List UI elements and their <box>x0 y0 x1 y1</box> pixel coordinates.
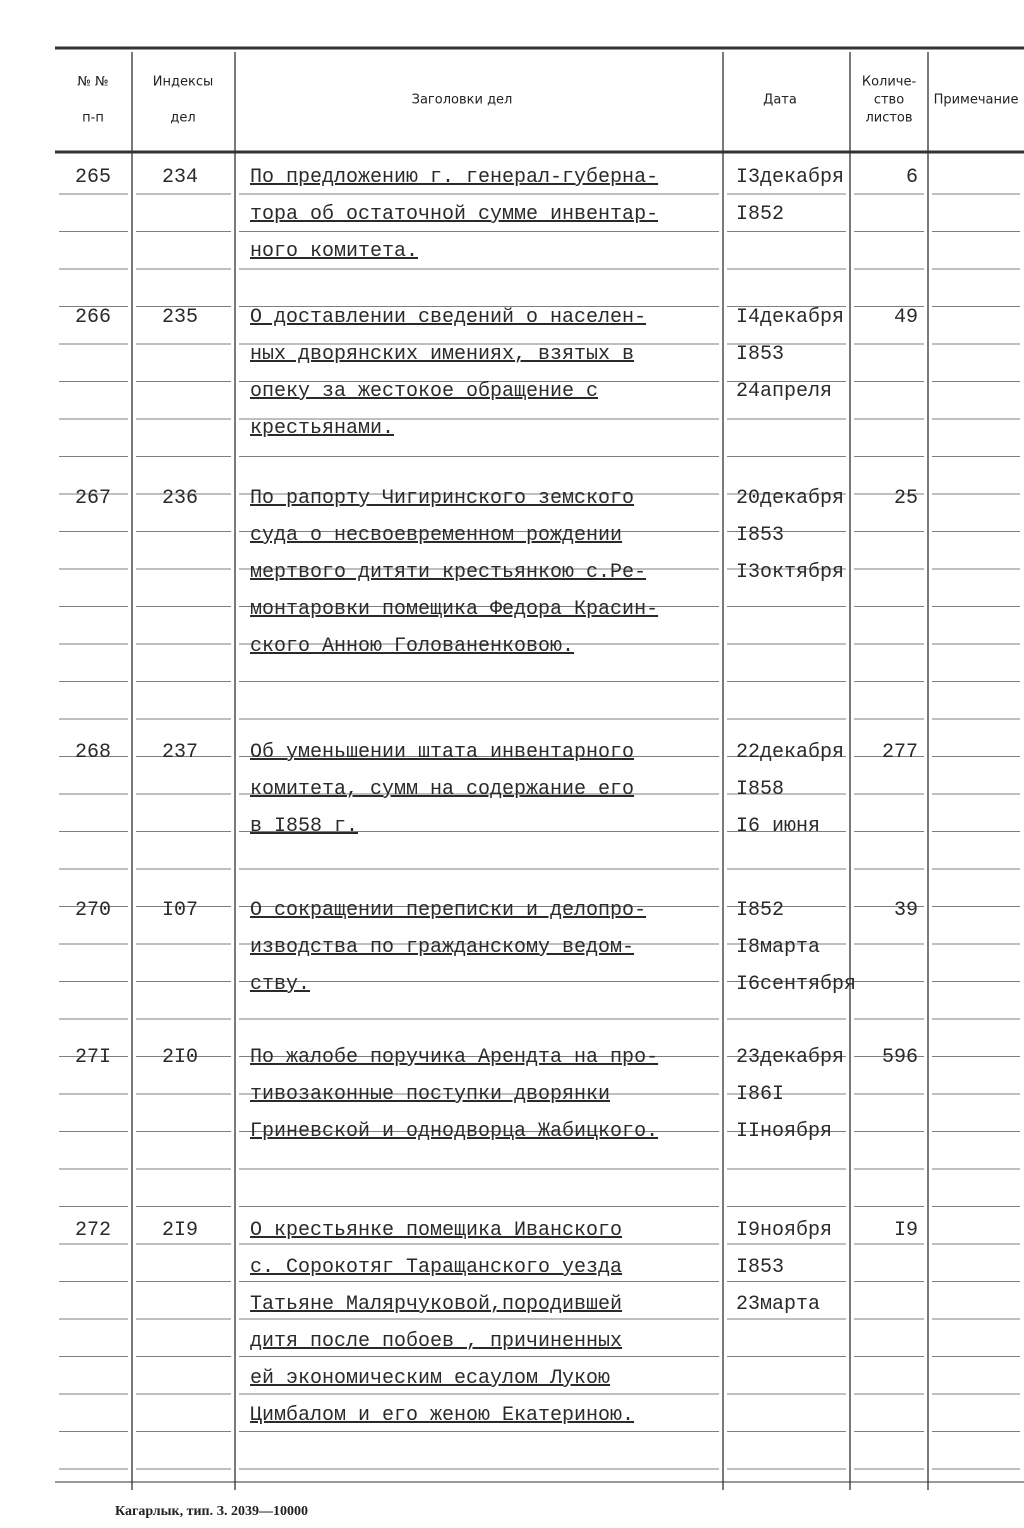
column-header: дел <box>170 111 195 126</box>
case-title-line: крестьянами. <box>250 417 394 440</box>
imprint: Кагарлык, тип. З. 2039—10000 <box>115 1504 308 1519</box>
date-line: I858 <box>736 778 784 801</box>
case-title-line: тивозаконные поступки дворянки <box>250 1083 610 1106</box>
date-line: 24апреля <box>736 380 832 403</box>
case-title-line: Об уменьшении штата инвентарного <box>250 741 634 764</box>
column-header: Дата <box>763 93 797 108</box>
row-number: 268 <box>75 741 111 764</box>
column-header: Заголовки дел <box>412 93 513 108</box>
date-line: I3октября <box>736 561 844 584</box>
date-line: I853 <box>736 524 784 547</box>
row-number: 265 <box>75 166 111 189</box>
case-title-line: с. Сорокотяг Таращанского уезда <box>250 1256 622 1279</box>
case-title-line: опеку за жестокое обращение с <box>250 380 598 403</box>
row-index: 236 <box>162 487 198 510</box>
row-index: 237 <box>162 741 198 764</box>
date-line: I6сентября <box>736 973 856 996</box>
date-line: I852 <box>736 899 784 922</box>
case-title-line: ству. <box>250 973 310 996</box>
sheet-count: 277 <box>882 741 918 764</box>
case-title-line: ного комитета. <box>250 240 418 263</box>
case-title-line: дитя после побоев , причиненных <box>250 1330 622 1353</box>
case-title-line: ных дворянских имениях, взятых в <box>250 343 634 366</box>
date-line: I853 <box>736 1256 784 1279</box>
case-title-line: суда о несвоевременном рождении <box>250 524 622 547</box>
case-title-line: мертвого дитяти крестьянкою с.Ре- <box>250 561 646 584</box>
case-title-line: ей экономическим есаулом Лукою <box>250 1367 610 1390</box>
sheet-count: 39 <box>894 899 918 922</box>
sheet-count: 6 <box>906 166 918 189</box>
date-line: 23марта <box>736 1293 820 1316</box>
sheet-count: 596 <box>882 1046 918 1069</box>
row-index: 2I0 <box>162 1046 198 1069</box>
date-line: I4декабря <box>736 306 844 329</box>
row-number: 27I <box>75 1046 111 1069</box>
case-title-line: ского Анною Голованенковою. <box>250 635 574 658</box>
case-title-line: По жалобе поручика Арендта на про- <box>250 1046 658 1069</box>
date-line: I853 <box>736 343 784 366</box>
row-index: 2I9 <box>162 1219 198 1242</box>
column-header: листов <box>865 111 912 126</box>
case-title-line: комитета, сумм на содержание его <box>250 778 634 801</box>
row-index: 234 <box>162 166 198 189</box>
column-header: № № <box>77 75 108 90</box>
case-title-line: О сокращении переписки и делопро- <box>250 899 646 922</box>
date-line: I852 <box>736 203 784 226</box>
row-index: I07 <box>162 899 198 922</box>
date-line: 20декабря <box>736 487 844 510</box>
sheet-count: 25 <box>894 487 918 510</box>
date-line: 23декабря <box>736 1046 844 1069</box>
date-line: I86I <box>736 1083 784 1106</box>
row-number: 272 <box>75 1219 111 1242</box>
column-header: Количе- <box>862 75 917 90</box>
row-number: 270 <box>75 899 111 922</box>
date-line: I6 июня <box>736 815 820 838</box>
column-header: Индексы <box>153 75 213 90</box>
case-title-line: О доставлении сведений о населен- <box>250 306 646 329</box>
column-header: п-п <box>82 111 104 126</box>
case-title-line: Гриневской и однодворца Жабицкого. <box>250 1120 658 1143</box>
case-title-line: По предложению г. генерал-губерна- <box>250 166 658 189</box>
row-number: 266 <box>75 306 111 329</box>
column-header: ство <box>874 93 904 108</box>
case-title-line: Цимбалом и его женою Екатериною. <box>250 1404 634 1427</box>
row-number: 267 <box>75 487 111 510</box>
date-line: I3декабря <box>736 166 844 189</box>
row-index: 235 <box>162 306 198 329</box>
date-line: I8марта <box>736 936 820 959</box>
case-title-line: По рапорту Чигиринского земского <box>250 487 634 510</box>
case-title-line: Татьяне Малярчуковой,породившей <box>250 1293 622 1316</box>
date-line: I9ноября <box>736 1219 832 1242</box>
case-title-line: тора об остаточной сумме инвентар- <box>250 203 658 226</box>
date-line: IIноября <box>736 1120 832 1143</box>
date-line: 22декабря <box>736 741 844 764</box>
sheet-count: I9 <box>894 1219 918 1242</box>
column-header: Примечание <box>934 93 1019 108</box>
case-title-line: монтаровки помещика Федора Красин- <box>250 598 658 621</box>
case-title-line: О крестьянке помещика Иванского <box>250 1219 622 1242</box>
case-title-line: в I858 г. <box>250 815 358 838</box>
sheet-count: 49 <box>894 306 918 329</box>
case-title-line: изводства по гражданскому ведом- <box>250 936 634 959</box>
